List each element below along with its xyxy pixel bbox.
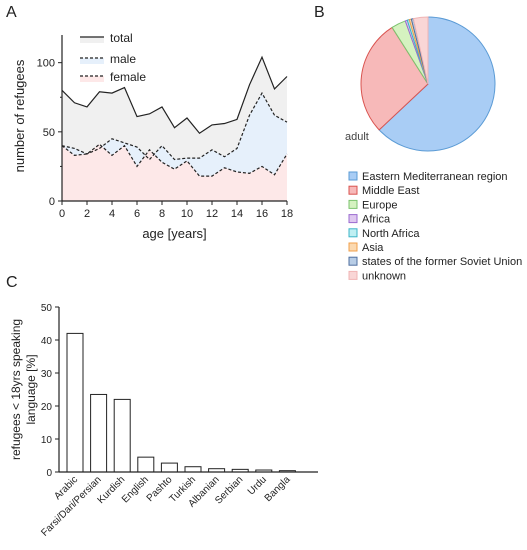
pie-chart: adult Eastern Mediterranean region Middle … bbox=[345, 16, 522, 282]
pie-legend-swatch-2 bbox=[348, 199, 358, 209]
y-tick-label: 50 bbox=[43, 127, 55, 139]
y-axis-label: number of refugees bbox=[12, 59, 27, 172]
pie-legend-swatch-5 bbox=[348, 242, 358, 252]
y-tick-label: 30 bbox=[41, 369, 53, 380]
pie-slice-7 bbox=[412, 16, 429, 85]
y-tick-label: 20 bbox=[41, 402, 53, 413]
x-tick-label: 2 bbox=[84, 208, 90, 220]
area-chart: 0 2 4 6 8 10 12 14 16 18 0 50 100 age [years] number o… bbox=[12, 31, 293, 241]
x-tick-label: Bangla bbox=[263, 474, 293, 504]
pie-legend-label-7: unknown bbox=[362, 270, 406, 282]
pie-legend-swatch-1 bbox=[348, 185, 358, 195]
y-axis-label: refugees < 18yrs speakinglanguage [%] bbox=[9, 319, 38, 460]
pie-legend-swatch-7 bbox=[348, 270, 358, 280]
series-line-total bbox=[61, 55, 288, 135]
pie-legend-swatch-0 bbox=[348, 171, 358, 181]
pie-slice-0 bbox=[378, 16, 496, 152]
legend-label-male: male bbox=[110, 52, 136, 66]
y-tick-label: 0 bbox=[49, 196, 55, 208]
x-tick-label: 12 bbox=[206, 208, 218, 220]
pie-legend-label-5: Asia bbox=[362, 242, 384, 254]
panel-b-label: B bbox=[314, 4, 325, 21]
x-tick-label: 6 bbox=[134, 208, 140, 220]
pie-legend-swatch-6 bbox=[348, 256, 358, 266]
legend-swatch-total bbox=[80, 37, 104, 43]
bar-english bbox=[137, 456, 155, 473]
pie-legend-label-3: Africa bbox=[362, 214, 391, 226]
y-tick-label: 40 bbox=[41, 336, 53, 347]
bar-turkish bbox=[184, 466, 202, 473]
x-tick-label: 18 bbox=[281, 208, 293, 220]
pie-legend-label-0: Eastern Mediterranean region bbox=[362, 171, 508, 183]
legend-swatch-female bbox=[80, 76, 104, 82]
bar-farsi-dari-persian bbox=[90, 393, 108, 473]
y-tick-label: 10 bbox=[41, 435, 53, 446]
pie-legend-swatch-3 bbox=[348, 214, 358, 224]
legend-label-total: total bbox=[110, 31, 133, 45]
x-tick-label: 10 bbox=[181, 208, 193, 220]
x-tick-label: 4 bbox=[109, 208, 115, 220]
pie-legend-label-2: Europe bbox=[362, 199, 397, 211]
bar-pashto bbox=[160, 462, 178, 473]
legend-label-female: female bbox=[110, 70, 146, 84]
x-tick-label: 0 bbox=[59, 208, 65, 220]
pie-legend-label-1: Middle East bbox=[362, 185, 419, 197]
y-tick-label: 100 bbox=[37, 58, 55, 70]
pie-legend-label-4: North Africa bbox=[362, 228, 420, 240]
pie-legend-label-6: states of the former Soviet Union bbox=[362, 256, 522, 268]
bar-kurdish bbox=[113, 398, 131, 473]
x-tick-label: 14 bbox=[231, 208, 243, 220]
bar-arabic bbox=[66, 332, 84, 473]
x-axis-label: age [years] bbox=[142, 226, 206, 241]
pie-slice-1 bbox=[360, 26, 429, 131]
y-tick-label: 0 bbox=[46, 468, 52, 479]
series-line-female bbox=[61, 143, 288, 177]
legend-swatch-male bbox=[80, 58, 104, 64]
series-line-male bbox=[61, 91, 288, 161]
area-fill-female bbox=[62, 144, 287, 201]
bar-chart: ArabicFarsi/Dari/PersianKurdishEnglishPa… bbox=[9, 303, 318, 539]
x-tick-label: 16 bbox=[256, 208, 268, 220]
x-tick-label: English bbox=[120, 474, 151, 505]
y-tick-label: 50 bbox=[41, 303, 53, 314]
pie-legend-swatch-4 bbox=[348, 228, 358, 238]
pie-annotation: adult bbox=[345, 131, 369, 143]
panel-c-label: C bbox=[6, 274, 18, 291]
panel-a-label: A bbox=[6, 4, 17, 21]
x-tick-label: 8 bbox=[159, 208, 165, 220]
